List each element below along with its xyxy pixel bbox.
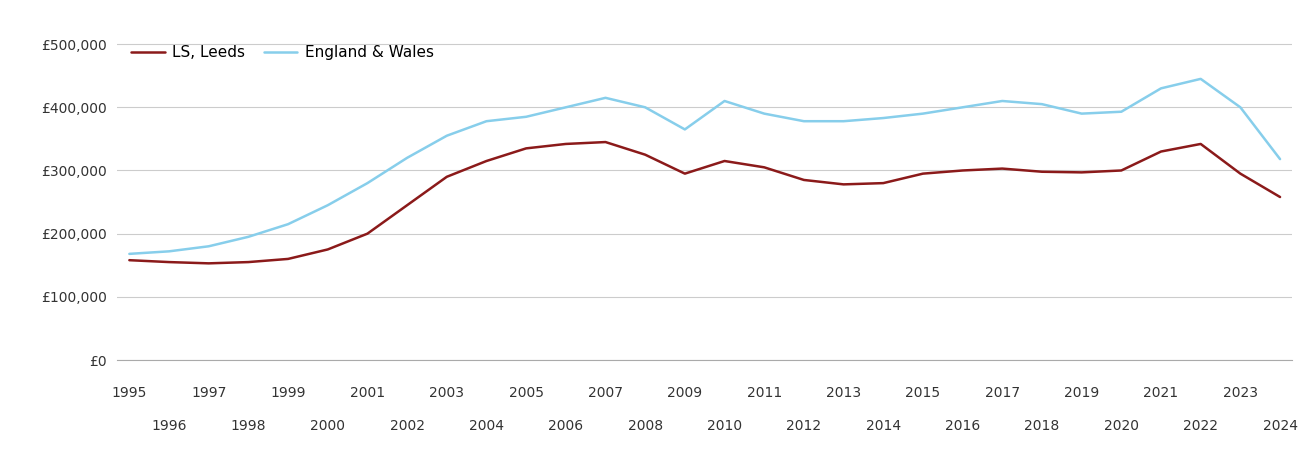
Text: 2005: 2005 [509,386,544,400]
England & Wales [994,98,1010,104]
England & Wales [438,133,454,139]
England & Wales [677,127,693,132]
LS, Leeds [240,259,256,265]
England & Wales [1193,76,1208,81]
England & Wales [637,104,652,110]
Text: 2012: 2012 [787,419,821,433]
England & Wales [1272,157,1288,162]
England & Wales [240,234,256,239]
England & Wales [796,118,812,124]
LS, Leeds [162,259,177,265]
Text: 2014: 2014 [865,419,900,433]
England & Wales [1034,101,1049,107]
Text: 2009: 2009 [667,386,702,400]
LS, Leeds [1272,194,1288,200]
England & Wales [1232,104,1248,110]
LS, Leeds [757,165,773,170]
England & Wales [915,111,930,116]
LS, Leeds [121,257,137,263]
LS, Leeds [360,231,376,236]
Text: 2002: 2002 [390,419,424,433]
LS, Leeds [281,256,296,261]
LS, Leeds [955,168,971,173]
Text: 1997: 1997 [191,386,226,400]
Text: 1996: 1996 [151,419,187,433]
LS, Leeds [201,261,217,266]
Text: 2024: 2024 [1262,419,1297,433]
Legend: LS, Leeds, England & Wales: LS, Leeds, England & Wales [125,39,440,66]
Text: 2000: 2000 [311,419,346,433]
Text: 2010: 2010 [707,419,743,433]
England & Wales [876,115,891,121]
Text: 2004: 2004 [468,419,504,433]
Text: 2016: 2016 [945,419,980,433]
England & Wales [399,155,415,161]
Text: 1998: 1998 [231,419,266,433]
England & Wales [281,221,296,227]
LS, Leeds [994,166,1010,171]
Text: 1995: 1995 [112,386,147,400]
England & Wales [479,118,495,124]
Text: 2019: 2019 [1064,386,1099,400]
Line: LS, Leeds: LS, Leeds [129,142,1280,263]
LS, Leeds [876,180,891,186]
LS, Leeds [796,177,812,183]
England & Wales [716,98,732,104]
England & Wales [518,114,534,120]
England & Wales [559,104,574,110]
England & Wales [320,202,335,208]
England & Wales [162,249,177,254]
LS, Leeds [559,141,574,147]
Text: 1999: 1999 [270,386,305,400]
LS, Leeds [1074,170,1090,175]
Text: 2021: 2021 [1143,386,1178,400]
LS, Leeds [598,140,613,145]
LS, Leeds [438,174,454,180]
LS, Leeds [915,171,930,176]
Text: 2011: 2011 [746,386,782,400]
England & Wales [201,243,217,249]
Text: 2017: 2017 [985,386,1019,400]
LS, Leeds [637,152,652,158]
Text: 2007: 2007 [589,386,622,400]
England & Wales [955,104,971,110]
England & Wales [1154,86,1169,91]
LS, Leeds [1034,169,1049,175]
Text: 2013: 2013 [826,386,861,400]
LS, Leeds [1193,141,1208,147]
Text: 2022: 2022 [1184,419,1218,433]
LS, Leeds [320,247,335,252]
England & Wales [757,111,773,116]
LS, Leeds [1113,168,1129,173]
England & Wales [1074,111,1090,116]
Text: 2018: 2018 [1024,419,1060,433]
Text: 2023: 2023 [1223,386,1258,400]
England & Wales [835,118,851,124]
Text: 2006: 2006 [548,419,583,433]
LS, Leeds [835,182,851,187]
LS, Leeds [479,158,495,164]
England & Wales [1113,109,1129,114]
LS, Leeds [677,171,693,176]
Text: 2008: 2008 [628,419,663,433]
England & Wales [598,95,613,100]
LS, Leeds [518,146,534,151]
LS, Leeds [1154,149,1169,154]
Text: 2020: 2020 [1104,419,1139,433]
Text: 2015: 2015 [906,386,941,400]
LS, Leeds [716,158,732,164]
LS, Leeds [399,202,415,208]
LS, Leeds [1232,171,1248,176]
England & Wales [121,251,137,256]
England & Wales [360,180,376,186]
Text: 2003: 2003 [429,386,465,400]
Line: England & Wales: England & Wales [129,79,1280,254]
Text: 2001: 2001 [350,386,385,400]
